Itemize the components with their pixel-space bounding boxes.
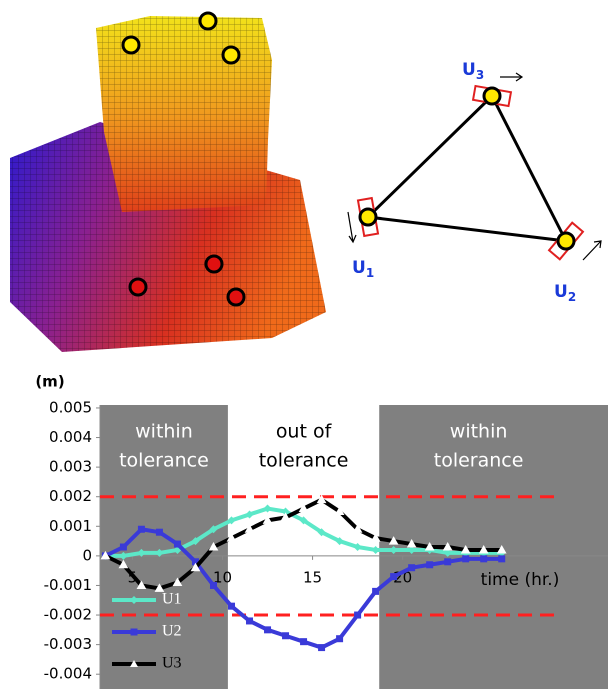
marker <box>138 526 145 533</box>
annotation: tolerance <box>119 450 209 472</box>
y-tick-label: 0.002 <box>49 487 92 505</box>
marker <box>372 546 380 554</box>
node-label: U2 <box>554 282 576 304</box>
marker <box>498 555 505 562</box>
y-tick-label: 0.005 <box>49 398 92 416</box>
legend-marker <box>131 629 138 636</box>
marker <box>444 558 451 565</box>
figure: U3U1U2withintoleranceout oftolerancewith… <box>0 0 610 689</box>
label-sub: 1 <box>366 266 374 280</box>
marker <box>264 626 271 633</box>
y-tick-label: 0.004 <box>49 428 92 446</box>
y-tick-label: 0.003 <box>49 458 92 476</box>
marker <box>282 632 289 639</box>
annotation: tolerance <box>434 450 524 472</box>
annotation: within <box>135 421 193 443</box>
marker <box>318 644 325 651</box>
y-tick-label: -0.002 <box>44 606 92 624</box>
y-tick-label: 0 <box>82 546 92 564</box>
marker <box>354 612 361 619</box>
marker <box>336 635 343 642</box>
x-tick-label: 15 <box>303 568 322 586</box>
y-tick-label: -0.003 <box>44 635 92 653</box>
marker <box>480 555 487 562</box>
legend-label: U1 <box>162 591 182 608</box>
marker <box>426 561 433 568</box>
annotation: out of <box>276 421 333 443</box>
label-base: U <box>554 282 568 302</box>
marker <box>156 529 163 536</box>
label-sub: 2 <box>568 290 576 304</box>
label-base: U <box>352 258 366 278</box>
marker <box>210 582 217 589</box>
legend-label: U2 <box>162 623 182 640</box>
marker <box>246 617 253 624</box>
node-label: U3 <box>462 60 484 82</box>
triangle-diagram <box>348 73 601 260</box>
marker <box>228 603 235 610</box>
y-tick-label: -0.001 <box>44 576 92 594</box>
legend-label: U3 <box>162 655 182 672</box>
marker <box>300 638 307 645</box>
fe-mesh <box>10 13 326 352</box>
node-label: U1 <box>352 258 374 280</box>
marker <box>120 544 127 551</box>
marker <box>174 541 181 548</box>
marker <box>390 573 397 580</box>
y-axis-label: (m) <box>35 373 64 391</box>
marker <box>408 564 415 571</box>
annotation: within <box>450 421 508 443</box>
label-sub: 3 <box>476 68 484 82</box>
page: U3U1U2withintoleranceout oftolerancewith… <box>0 0 610 689</box>
x-axis-label: time (hr.) <box>481 570 560 590</box>
annotation: tolerance <box>259 450 349 472</box>
label-base: U <box>462 60 476 80</box>
marker <box>462 555 469 562</box>
y-tick-label: -0.004 <box>44 665 92 683</box>
line-chart: within tolerance out of tolerance within tole… <box>35 373 608 689</box>
y-tick-label: 0.001 <box>49 517 92 535</box>
marker <box>372 588 379 595</box>
